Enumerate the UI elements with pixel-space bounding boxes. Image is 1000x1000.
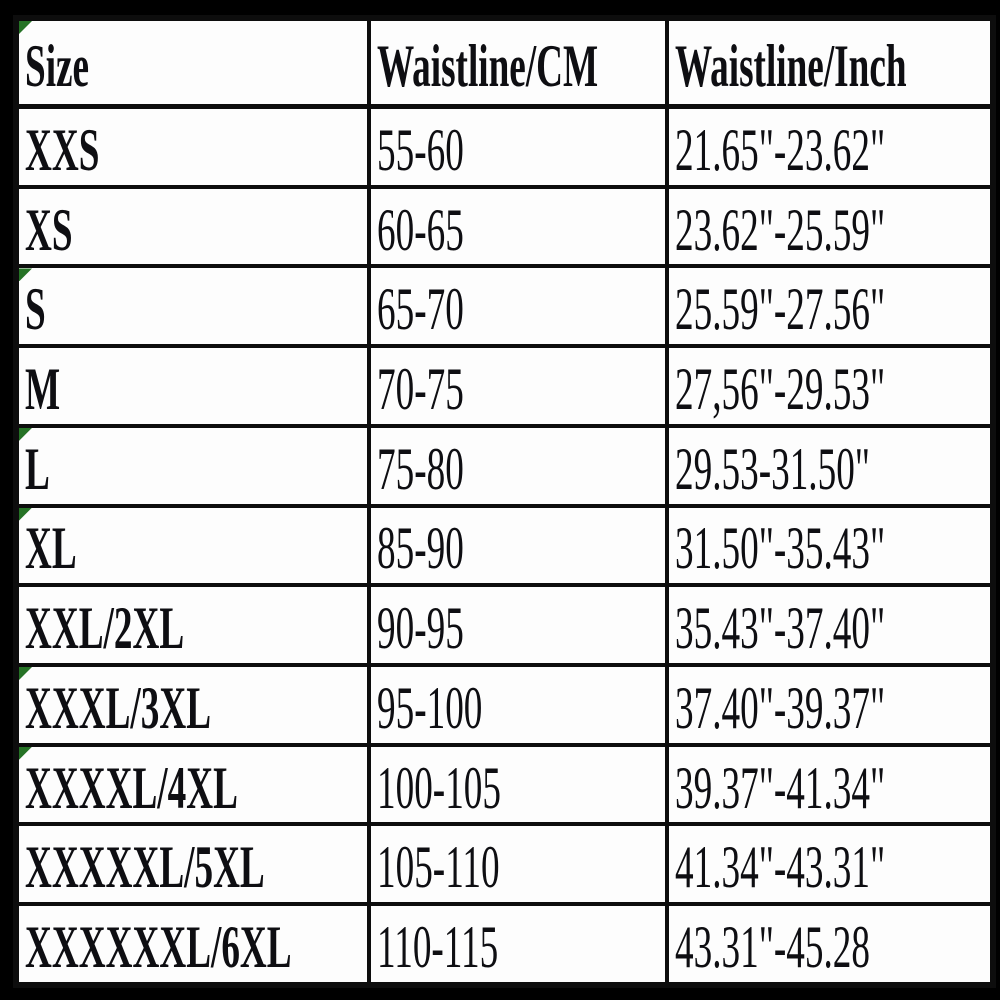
table-row: XXXXL/4XL 100-105 39.37"-41.34" <box>14 742 995 827</box>
waistline-inch-value: 23.62"-25.59" <box>675 196 886 263</box>
table-row: XXXXXXL/6XL 110-115 43.31"-45.28 <box>14 902 995 987</box>
header-label: Waistline/Inch <box>675 32 907 99</box>
table-header: Size Waistline/CM Waistline/Inch <box>14 16 995 109</box>
waistline-cm-cell: 60-65 <box>367 184 669 269</box>
waistline-cm-value: 75-80 <box>377 435 464 502</box>
size-value: XXXL/3XL <box>25 674 212 741</box>
waistline-inch-cell: 35.43"-37.40" <box>665 583 995 668</box>
size-value: XXL/2XL <box>25 595 185 662</box>
waistline-inch-value: 35.43"-37.40" <box>675 595 886 662</box>
header-row: Size Waistline/CM Waistline/Inch <box>14 16 995 109</box>
size-cell: L <box>14 423 371 508</box>
waistline-cm-value: 70-75 <box>377 356 464 423</box>
waistline-cm-cell: 105-110 <box>367 822 669 907</box>
size-cell: XS <box>14 184 371 269</box>
table-row: XXXXXL/5XL 105-110 41.34"-43.31" <box>14 822 995 907</box>
waistline-inch-cell: 25.59"-27.56" <box>665 264 995 349</box>
size-cell: XXXL/3XL <box>14 663 371 747</box>
waistline-cm-cell: 85-90 <box>367 503 669 588</box>
header-cell-size: Size <box>14 16 371 109</box>
waistline-cm-cell: 70-75 <box>367 344 669 428</box>
waistline-cm-value: 110-115 <box>377 914 499 981</box>
size-cell: M <box>14 344 371 428</box>
waistline-inch-cell: 29.53-31.50" <box>665 423 995 508</box>
waistline-inch-value: 31.50"-35.43" <box>675 515 886 582</box>
waistline-cm-cell: 55-60 <box>367 104 669 189</box>
size-cell: XXS <box>14 104 371 189</box>
waistline-inch-cell: 31.50"-35.43" <box>665 503 995 588</box>
header-label: Size <box>25 32 90 99</box>
waistline-inch-value: 41.34"-43.31" <box>675 834 886 901</box>
size-cell: XXXXL/4XL <box>14 742 371 827</box>
waistline-cm-cell: 65-70 <box>367 264 669 349</box>
size-value: XL <box>25 515 77 582</box>
waistline-cm-cell: 90-95 <box>367 583 669 668</box>
size-cell: S <box>14 264 371 349</box>
size-cell: XXL/2XL <box>14 583 371 668</box>
waistline-inch-cell: 43.31"-45.28 <box>665 902 995 987</box>
size-cell: XL <box>14 503 371 588</box>
waistline-cm-value: 100-105 <box>377 754 501 821</box>
size-value: XXXXL/4XL <box>25 754 238 821</box>
waistline-inch-cell: 27,56"-29.53" <box>665 344 995 428</box>
table-row: M 70-75 27,56"-29.53" <box>14 344 995 428</box>
size-value: XS <box>25 196 73 263</box>
waistline-inch-value: 29.53-31.50" <box>675 435 870 502</box>
size-cell: XXXXXXL/6XL <box>14 902 371 987</box>
waistline-inch-value: 37.40"-39.37" <box>675 674 886 741</box>
table-row: L 75-80 29.53-31.50" <box>14 423 995 508</box>
waistline-inch-value: 25.59"-27.56" <box>675 276 886 343</box>
size-value: XXS <box>25 116 100 183</box>
waistline-cm-value: 55-60 <box>377 116 464 183</box>
waistline-inch-value: 27,56"-29.53" <box>675 356 886 423</box>
waistline-inch-cell: 23.62"-25.59" <box>665 184 995 269</box>
header-cell-waistline-inch: Waistline/Inch <box>665 16 995 109</box>
table-row: XL 85-90 31.50"-35.43" <box>14 503 995 588</box>
size-value: XXXXXL/5XL <box>25 834 265 901</box>
size-value: S <box>25 276 46 343</box>
waistline-cm-cell: 110-115 <box>367 902 669 987</box>
waistline-inch-cell: 37.40"-39.37" <box>665 663 995 747</box>
size-chart-table: Size Waistline/CM Waistline/Inch XXS 55-… <box>13 15 996 988</box>
waistline-cm-value: 60-65 <box>377 196 464 263</box>
waistline-inch-value: 43.31"-45.28 <box>675 914 870 981</box>
size-value: M <box>25 356 61 423</box>
size-cell: XXXXXL/5XL <box>14 822 371 907</box>
waistline-cm-cell: 75-80 <box>367 423 669 508</box>
waistline-inch-cell: 21.65"-23.62" <box>665 104 995 189</box>
waistline-cm-cell: 95-100 <box>367 663 669 747</box>
header-label: Waistline/CM <box>377 32 599 99</box>
waistline-cm-value: 65-70 <box>377 276 464 343</box>
table-row: S 65-70 25.59"-27.56" <box>14 264 995 349</box>
waistline-cm-value: 90-95 <box>377 595 464 662</box>
waistline-cm-cell: 100-105 <box>367 742 669 827</box>
size-value: L <box>25 435 50 502</box>
size-value: XXXXXXL/6XL <box>25 914 292 981</box>
table-body: XXS 55-60 21.65"-23.62" XS 60-65 23.62"-… <box>14 104 995 987</box>
waistline-cm-value: 105-110 <box>377 834 500 901</box>
waistline-inch-value: 21.65"-23.62" <box>675 116 886 183</box>
header-cell-waistline-cm: Waistline/CM <box>367 16 669 109</box>
table-row: XS 60-65 23.62"-25.59" <box>14 184 995 269</box>
waistline-inch-cell: 39.37"-41.34" <box>665 742 995 827</box>
table-row: XXS 55-60 21.65"-23.62" <box>14 104 995 189</box>
waistline-cm-value: 85-90 <box>377 515 464 582</box>
waistline-inch-cell: 41.34"-43.31" <box>665 822 995 907</box>
table-row: XXL/2XL 90-95 35.43"-37.40" <box>14 583 995 668</box>
waistline-inch-value: 39.37"-41.34" <box>675 754 886 821</box>
table-row: XXXL/3XL 95-100 37.40"-39.37" <box>14 663 995 747</box>
size-chart: Size Waistline/CM Waistline/Inch XXS 55-… <box>13 15 996 988</box>
waistline-cm-value: 95-100 <box>377 674 483 741</box>
